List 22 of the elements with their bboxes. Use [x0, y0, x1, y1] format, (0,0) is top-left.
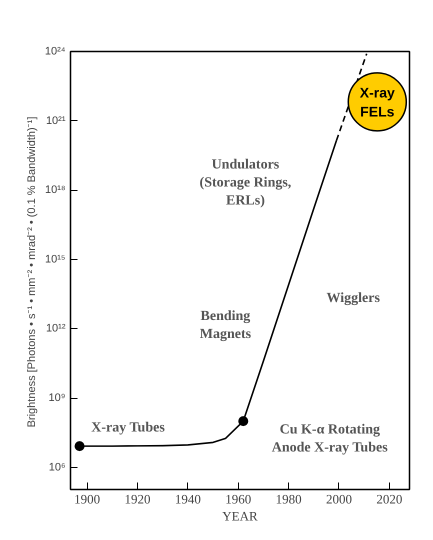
x-tick-label: 1960: [225, 492, 252, 506]
y-axis-title: Brightness [Photons • s⁻¹ • mm⁻² • mrad⁻² • (0.1 % Bandwidth)⁻¹]: [26, 116, 38, 428]
y-tick-label: 10⁶: [48, 461, 66, 474]
y-tick-label: 10⁹: [48, 392, 66, 404]
y-tick-label: 10¹⁸: [44, 184, 66, 196]
annotation: Undulators (Storage Rings, ERLs): [200, 157, 292, 208]
y-tick-label: 10²⁴: [44, 46, 66, 58]
annotation: X-ray FELs: [360, 84, 396, 120]
annotation: Cu K-α Rotating Anode X-ray Tubes: [272, 422, 388, 456]
annotation: X-ray Tubes: [91, 420, 166, 436]
x-tick-label: 1920: [124, 492, 150, 506]
x-tick-label: 2000: [326, 492, 352, 506]
annotation: Bending Magnets: [200, 308, 252, 342]
x-tick-label: 1900: [74, 492, 100, 506]
annotation: Wigglers: [326, 291, 380, 306]
x-tick-label: 2020: [376, 492, 402, 506]
y-tick-label: 10¹⁵: [45, 253, 66, 266]
y-tick-label: 10¹²: [46, 322, 66, 335]
x-axis-title: YEAR: [222, 508, 258, 524]
x-tick-label: 1980: [276, 492, 302, 506]
x-tick-label: 1940: [174, 492, 201, 506]
y-tick-label: 10²¹: [46, 114, 66, 127]
